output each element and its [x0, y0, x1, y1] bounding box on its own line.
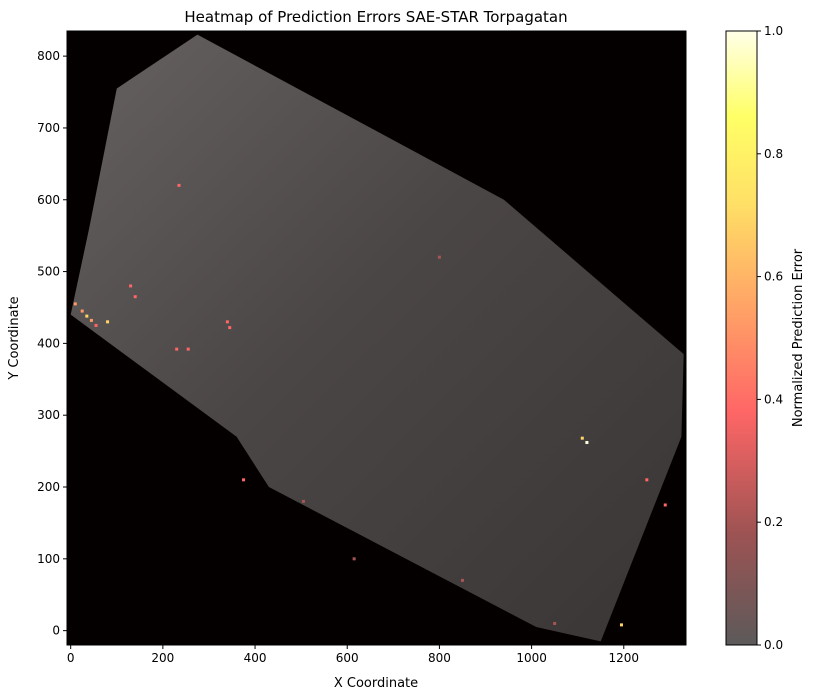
error-point	[177, 183, 181, 187]
x-axis-label: X Coordinate	[334, 676, 418, 691]
error-point	[663, 503, 667, 507]
colorbar-tick-label: 1.0	[764, 24, 783, 38]
y-tick-label: 200	[37, 480, 60, 494]
chart-title: Heatmap of Prediction Errors SAE-STAR To…	[184, 8, 567, 26]
error-point	[585, 440, 589, 444]
error-point	[186, 347, 190, 351]
plot-frame	[66, 30, 687, 646]
error-point	[619, 623, 623, 627]
colorbar-ticks: 0.0 0.2 0.4 0.6 0.8 1.0	[757, 24, 783, 652]
x-tick-label: 200	[151, 651, 174, 665]
error-point	[645, 478, 649, 482]
error-point	[175, 347, 179, 351]
x-tick-label: 1000	[516, 651, 547, 665]
error-point	[73, 302, 77, 306]
error-point	[460, 578, 464, 582]
x-tick-label: 400	[244, 651, 267, 665]
error-points	[73, 183, 667, 627]
error-point	[89, 318, 93, 322]
y-tick-label: 800	[37, 49, 60, 63]
image-footprint	[70, 34, 684, 642]
y-tick-label: 100	[37, 552, 60, 566]
error-point	[580, 436, 584, 440]
error-point	[94, 323, 98, 327]
y-tick-label: 600	[37, 193, 60, 207]
x-tick-label: 0	[67, 651, 75, 665]
colorbar-label: Normalized Prediction Error	[791, 248, 806, 427]
y-axis: 0 100 200 300 400 500 600 700 800	[37, 49, 67, 638]
y-tick-label: 300	[37, 408, 60, 422]
x-tick-label: 800	[428, 651, 451, 665]
error-point	[133, 295, 137, 299]
x-tick-label: 600	[336, 651, 359, 665]
error-point	[106, 320, 110, 324]
x-tick-label: 1200	[609, 651, 640, 665]
error-point	[85, 314, 89, 318]
error-point	[129, 284, 133, 288]
error-point	[553, 621, 557, 625]
plot-area	[66, 30, 687, 646]
error-point	[242, 478, 246, 482]
colorbar-gradient	[725, 30, 758, 646]
colorbar-tick-label: 0.0	[764, 638, 783, 652]
y-tick-label: 700	[37, 121, 60, 135]
error-point	[352, 557, 356, 561]
y-tick-label: 0	[52, 624, 60, 638]
error-point	[80, 309, 84, 313]
y-tick-label: 400	[37, 336, 60, 350]
y-axis-label: Y Coordinate	[7, 296, 22, 380]
colorbar-tick-label: 0.4	[764, 392, 783, 406]
colorbar-tick-label: 0.2	[764, 515, 783, 529]
y-tick-label: 500	[37, 265, 60, 279]
colorbar-tick-label: 0.6	[764, 270, 783, 284]
x-axis: 0 200 400 600 800 1000 1200	[67, 645, 639, 665]
error-point	[228, 326, 232, 330]
error-point	[437, 255, 441, 259]
error-point	[301, 499, 305, 503]
colorbar: 0.0 0.2 0.4 0.6 0.8 1.0 Normalized Prediction…	[725, 24, 806, 652]
error-point	[225, 320, 229, 324]
colorbar-tick-label: 0.8	[764, 147, 783, 161]
plot-content	[70, 34, 684, 642]
